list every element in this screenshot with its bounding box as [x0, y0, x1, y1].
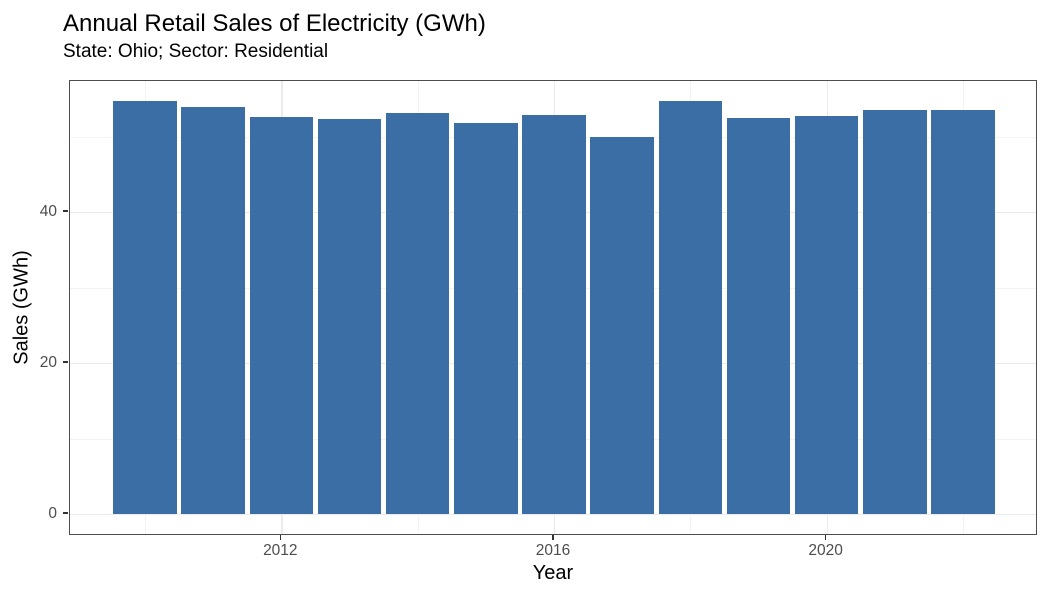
x-tick-mark: [824, 535, 827, 540]
x-tick-label: 2012: [263, 542, 298, 559]
x-tick-mark: [279, 535, 282, 540]
x-tick-mark: [552, 535, 554, 540]
y-tick-label: 20: [39, 353, 57, 371]
bar-2019: [726, 117, 791, 515]
bar-2020: [794, 115, 859, 515]
plot-panel: [69, 80, 1037, 535]
y-tick-mark: [63, 210, 68, 213]
y-major-gridline: [70, 514, 1036, 516]
bar-2018: [658, 101, 723, 515]
bar-2017: [590, 136, 654, 515]
chart-title: Annual Retail Sales of Electricity (GWh): [63, 10, 486, 37]
bar-2016: [522, 114, 586, 515]
bar-2015: [454, 123, 518, 515]
chart-subtitle: State: Ohio; Sector: Residential: [63, 41, 329, 62]
bar-2013: [317, 119, 382, 515]
bar-2011: [181, 106, 245, 515]
x-tick-label: 2016: [535, 542, 571, 559]
bar-2012: [249, 117, 314, 515]
y-tick-mark: [63, 512, 68, 514]
y-tick-mark: [63, 361, 68, 363]
x-axis-title: Year: [532, 562, 574, 584]
bar-2022: [931, 109, 995, 515]
y-tick-label: 40: [39, 202, 57, 220]
bar-2010: [113, 100, 177, 515]
bar-2014: [385, 113, 450, 515]
x-tick-label: 2020: [808, 542, 843, 559]
y-axis-title: Sales (GWh): [10, 249, 33, 365]
y-tick-label: 0: [48, 504, 57, 522]
bar-2021: [863, 110, 927, 515]
